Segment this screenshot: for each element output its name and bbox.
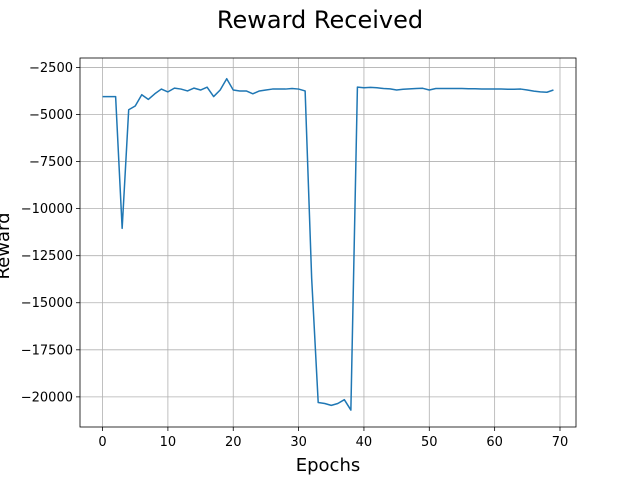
x-tick-label: 30	[290, 435, 307, 450]
y-tick-label: −12500	[21, 249, 73, 264]
series-layer	[102, 77, 554, 411]
x-tick-label: 70	[552, 435, 569, 450]
y-tick-label: −10000	[21, 202, 73, 217]
chart-title: Reward Received	[217, 6, 423, 34]
y-tick-label: −15000	[21, 296, 73, 311]
y-axis-label: Reward	[0, 212, 14, 279]
grid-lines	[80, 58, 576, 427]
reward-series-line	[102, 77, 554, 411]
x-axis-label: Epochs	[296, 455, 361, 476]
y-tick-label: −20000	[21, 390, 73, 405]
axis-ticks: 0 10 20 30 40 50 60 70 −20000 −17500 −15000 −12500 −…	[21, 61, 569, 450]
x-tick-label: 0	[98, 435, 106, 450]
y-tick-label: −2500	[29, 61, 73, 76]
y-tick-label: −7500	[29, 155, 73, 170]
x-tick-label: 50	[421, 435, 438, 450]
y-tick-label: −17500	[21, 343, 73, 358]
y-tick-label: −5000	[29, 108, 73, 123]
plot-frame	[79, 57, 577, 428]
x-tick-label: 60	[486, 435, 503, 450]
x-tick-label: 40	[356, 435, 373, 450]
x-tick-label: 20	[225, 435, 242, 450]
x-tick-label: 10	[160, 435, 177, 450]
